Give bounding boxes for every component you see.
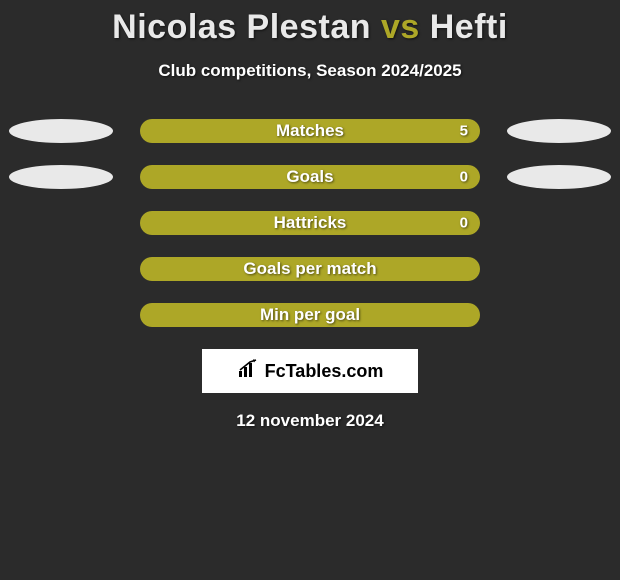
stat-bar: Hattricks 0 (140, 211, 480, 235)
logo-inner: FcTables.com (237, 359, 384, 384)
left-ellipse (9, 119, 113, 143)
stat-bar: Goals per match (140, 257, 480, 281)
stat-label: Matches (276, 121, 344, 141)
stat-bar: Goals 0 (140, 165, 480, 189)
stat-value: 0 (460, 169, 468, 186)
stat-bar: Min per goal (140, 303, 480, 327)
logo-text: FcTables.com (265, 361, 384, 382)
stat-value: 0 (460, 215, 468, 232)
left-ellipse (9, 165, 113, 189)
logo-chart-icon (237, 359, 261, 384)
title-player1: Nicolas Plestan (112, 8, 371, 46)
date-text: 12 november 2024 (0, 411, 620, 431)
stat-label: Goals (286, 167, 333, 187)
stat-value: 5 (460, 123, 468, 140)
stat-row: Goals 0 (0, 165, 620, 189)
right-ellipse (507, 165, 611, 189)
stat-label: Hattricks (274, 213, 347, 233)
right-ellipse (507, 119, 611, 143)
stat-bar: Matches 5 (140, 119, 480, 143)
subtitle: Club competitions, Season 2024/2025 (0, 61, 620, 81)
title-vs: vs (381, 8, 420, 46)
stat-label: Goals per match (243, 259, 376, 279)
stat-row: Goals per match (0, 257, 620, 281)
stat-row: Min per goal (0, 303, 620, 327)
stat-row: Hattricks 0 (0, 211, 620, 235)
page-title: Nicolas Plestan vs Hefti (0, 0, 620, 47)
stat-row: Matches 5 (0, 119, 620, 143)
stat-label: Min per goal (260, 305, 360, 325)
logo-box: FcTables.com (202, 349, 418, 393)
title-player2: Hefti (430, 8, 508, 46)
stat-rows: Matches 5 Goals 0 Hattricks 0 Goals per match M… (0, 119, 620, 327)
